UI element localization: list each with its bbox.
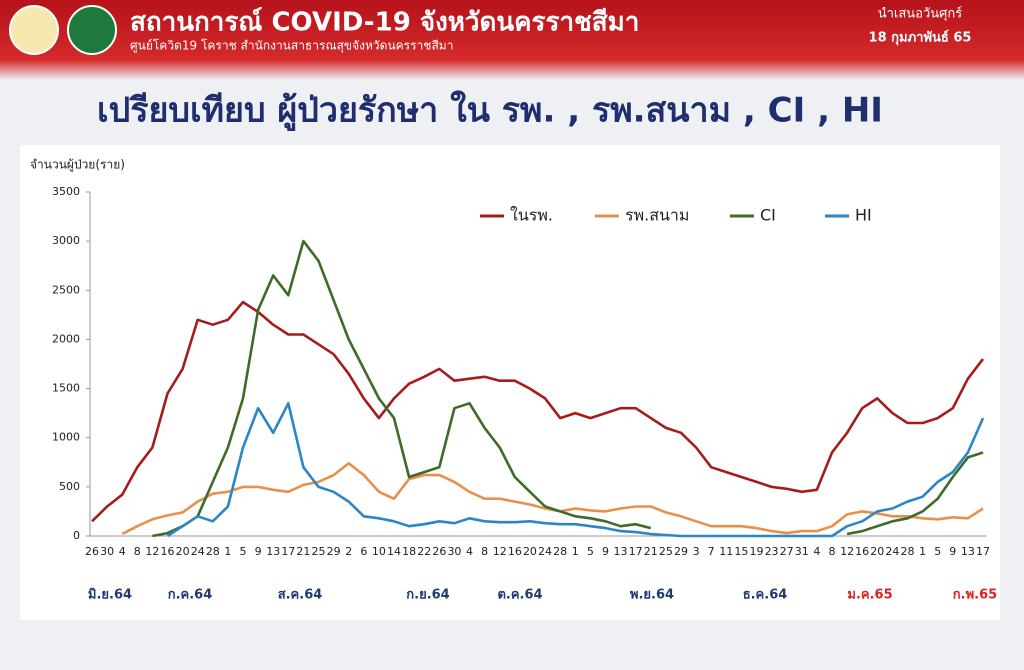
y-tick-label: 1000 [52,431,80,444]
x-tick-label: 8 [481,545,488,558]
series-line [152,239,984,538]
x-tick-label: 12 [493,545,507,558]
x-tick-label: 3 [693,545,700,558]
x-tick-label: 5 [587,545,594,558]
x-tick-label: 13 [266,545,280,558]
x-tick-label: 23 [765,545,779,558]
month-label: ส.ค.64 [278,588,323,603]
x-tick-label: 21 [644,545,658,558]
x-tick-label: 15 [734,545,748,558]
x-tick-label: 28 [900,545,914,558]
x-tick-label: 16 [161,545,175,558]
x-tick-label: 2 [345,545,352,558]
x-tick-label: 12 [145,545,159,558]
x-tick-label: 28 [553,545,567,558]
month-label: ก.พ.65 [953,588,997,603]
logo [67,5,117,55]
x-tick-label: 4 [466,545,473,558]
x-tick-label: 18 [402,545,416,558]
x-tick-label: 25 [659,545,673,558]
month-label: ต.ค.64 [497,588,542,603]
x-tick-label: 4 [813,545,820,558]
series-line [166,402,985,538]
x-tick-label: 11 [719,545,733,558]
x-tick-label: 17 [281,545,295,558]
y-tick-label: 3000 [52,234,80,247]
month-label: มิ.ย.64 [88,588,132,603]
x-tick-label: 16 [508,545,522,558]
header-date: 18 กุมภาพันธ์ 65 [869,30,972,46]
x-tick-label: 8 [134,545,141,558]
x-tick-label: 19 [749,545,763,558]
x-tick-label: 1 [919,545,926,558]
header-subtitle: ศูนย์โควิด19 โคราช สำนักงานสาธารณสุขจังห… [130,39,453,54]
x-tick-label: 9 [255,545,262,558]
x-tick-label: 16 [855,545,869,558]
x-tick-label: 9 [602,545,609,558]
x-tick-label: 24 [538,545,552,558]
legend-label: HI [855,206,872,225]
x-tick-label: 24 [885,545,899,558]
x-tick-label: 20 [176,545,190,558]
x-tick-label: 30 [447,545,461,558]
y-tick-label: 500 [59,480,80,493]
x-tick-label: 13 [961,545,975,558]
legend-label: ในรพ. [510,206,553,225]
logo [9,5,59,55]
x-tick-label: 30 [100,545,114,558]
x-tick-label: 20 [523,545,537,558]
x-tick-label: 31 [795,545,809,558]
x-tick-label: 25 [312,545,326,558]
x-tick-label: 26 [85,545,99,558]
x-tick-label: 29 [327,545,341,558]
y-tick-label: 3500 [52,185,80,198]
x-tick-label: 8 [828,545,835,558]
y-tick-label: 2500 [52,283,80,296]
x-tick-label: 5 [934,545,941,558]
month-label: พ.ย.64 [630,588,674,603]
series-line [91,300,985,523]
page-title: เปรียบเทียบ ผู้ป่วยรักษา ใน รพ. , รพ.สนา… [97,90,883,132]
x-tick-label: 9 [949,545,956,558]
header-title: สถานการณ์ COVID-19 จังหวัดนครราชสีมา [130,7,639,38]
y-tick-label: 0 [73,529,80,542]
x-tick-label: 24 [191,545,205,558]
x-tick-label: 4 [119,545,126,558]
x-tick-label: 6 [360,545,367,558]
x-tick-label: 14 [387,545,401,558]
month-label: ธ.ค.64 [743,588,788,603]
x-tick-label: 27 [780,545,794,558]
chart-panel [20,145,1000,620]
x-tick-label: 1 [224,545,231,558]
x-tick-label: 21 [296,545,310,558]
x-tick-label: 12 [840,545,854,558]
y-tick-label: 2000 [52,332,80,345]
x-tick-label: 5 [240,545,247,558]
y-tick-label: 1500 [52,382,80,395]
header-band [0,0,1024,80]
x-tick-label: 22 [417,545,431,558]
x-tick-label: 1 [572,545,579,558]
month-label: ก.ค.64 [168,588,213,603]
x-tick-label: 29 [674,545,688,558]
month-label: ม.ค.65 [847,588,892,603]
y-axis-label: จำนวนผู้ป่วย(ราย) [30,158,125,173]
month-label: ก.ย.64 [406,588,449,603]
x-tick-label: 13 [614,545,628,558]
x-tick-label: 7 [708,545,715,558]
legend-label: รพ.สนาม [625,206,689,225]
x-tick-label: 26 [432,545,446,558]
x-tick-label: 20 [870,545,884,558]
x-tick-label: 17 [976,545,990,558]
x-tick-label: 28 [206,545,220,558]
x-tick-label: 17 [629,545,643,558]
legend-label: CI [760,206,776,225]
x-tick-label: 10 [372,545,386,558]
header-date: นำเสนอวันศุกร์ [878,6,963,22]
